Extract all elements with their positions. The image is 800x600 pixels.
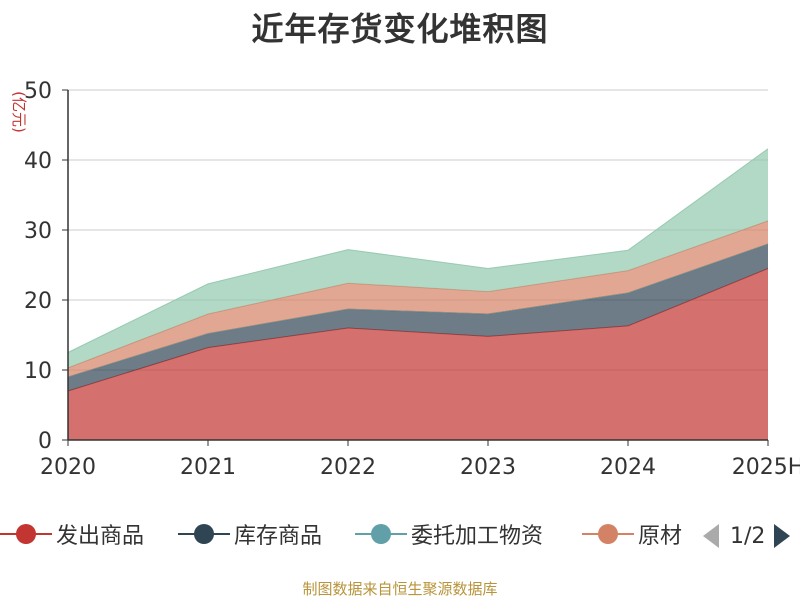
legend-item[interactable]: 发出商品	[0, 512, 144, 556]
area-series-line-0	[67, 268, 769, 392]
legend-label: 原材	[638, 524, 683, 549]
legend-page-indicator: 1/2	[730, 523, 766, 549]
legend-item[interactable]: 库存商品	[178, 512, 322, 556]
area-series-3	[68, 220, 768, 377]
axis-layer: 0 10 20 30 40 50 2020 2021 2022 2023 2024 2025H	[24, 79, 800, 480]
legend-marker-icon	[178, 524, 230, 544]
y-tick-label: 10	[24, 359, 52, 384]
y-tick-label: 50	[24, 79, 52, 104]
legend-marker-icon	[355, 524, 407, 544]
source-note: 制图数据来自恒生聚源数据库	[302, 580, 498, 598]
y-tick-label: 40	[24, 149, 52, 174]
legend-label: 委托加工物资	[411, 524, 544, 549]
y-axis-label: (亿元)	[10, 91, 28, 133]
legend-label: 库存商品	[234, 524, 323, 549]
legend-marker-icon	[0, 524, 52, 544]
area-series-line-4	[67, 148, 769, 353]
legend-item[interactable]: 原材	[582, 512, 682, 556]
area-layer	[67, 148, 769, 440]
x-tick-label: 2023	[460, 455, 516, 480]
legend-item[interactable]: 委托加工物资	[355, 512, 543, 556]
legend-marker-icon	[582, 524, 634, 544]
x-tick-label: 2020	[40, 455, 96, 480]
area-series-1	[68, 244, 768, 391]
legend-prev-icon[interactable]	[702, 523, 720, 549]
x-tick-label: 2025H	[732, 455, 800, 480]
legend: 发出商品 库存商品 委托加工物资 原材	[0, 512, 710, 556]
area-series-4	[68, 148, 768, 368]
y-tick-label: 20	[24, 289, 52, 314]
legend-label: 发出商品	[56, 524, 145, 549]
legend-pager: 1/2	[702, 516, 791, 556]
y-tick-label: 30	[24, 219, 52, 244]
y-tick-label: 0	[38, 429, 52, 454]
x-tick-label: 2024	[600, 455, 656, 480]
x-tick-label: 2021	[180, 455, 236, 480]
area-series-0	[68, 268, 768, 440]
chart-title: 近年存货变化堆积图	[251, 10, 549, 48]
x-tick-label: 2022	[320, 455, 376, 480]
legend-next-icon[interactable]	[773, 523, 791, 549]
